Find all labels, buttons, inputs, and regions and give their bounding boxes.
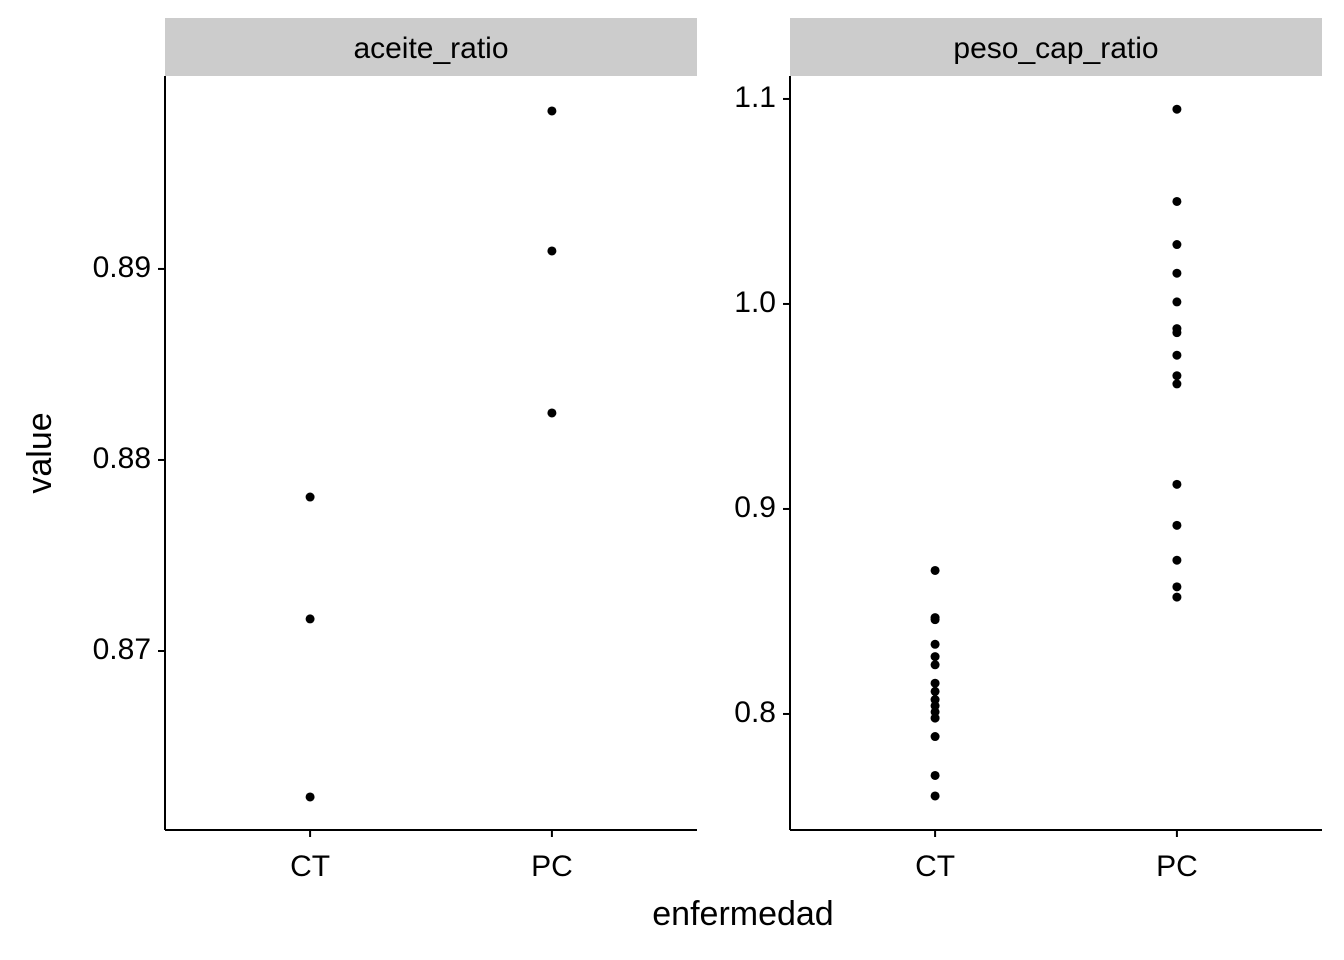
point bbox=[1172, 479, 1182, 489]
point bbox=[1172, 555, 1182, 565]
y-tick-label: 0.87 bbox=[93, 633, 151, 666]
point bbox=[930, 707, 940, 717]
point bbox=[930, 678, 940, 688]
facet-title: peso_cap_ratio bbox=[953, 32, 1158, 65]
y-tick-label: 0.8 bbox=[734, 696, 776, 729]
point bbox=[1172, 240, 1182, 250]
point bbox=[930, 713, 940, 723]
point bbox=[1172, 520, 1182, 530]
point bbox=[1172, 104, 1182, 114]
y-tick-label: 1.0 bbox=[734, 286, 776, 319]
point bbox=[930, 639, 940, 649]
point bbox=[1172, 328, 1182, 338]
point bbox=[1172, 196, 1182, 206]
facet-title: aceite_ratio bbox=[353, 32, 508, 65]
y-axis-title: value bbox=[21, 412, 59, 493]
point bbox=[1172, 297, 1182, 307]
point bbox=[1172, 371, 1182, 381]
point bbox=[547, 106, 557, 116]
point bbox=[1172, 350, 1182, 360]
y-tick-label: 1.1 bbox=[734, 81, 776, 114]
point bbox=[547, 246, 557, 256]
point bbox=[547, 408, 557, 418]
point bbox=[305, 492, 315, 502]
y-tick-label: 0.89 bbox=[93, 251, 151, 284]
y-tick-label: 0.9 bbox=[734, 491, 776, 524]
point bbox=[305, 614, 315, 624]
x-tick-label: CT bbox=[915, 850, 955, 883]
point bbox=[930, 686, 940, 696]
point bbox=[305, 792, 315, 802]
y-tick-label: 0.88 bbox=[93, 442, 151, 475]
x-tick-label: CT bbox=[290, 850, 330, 883]
point bbox=[930, 615, 940, 625]
point bbox=[930, 565, 940, 575]
point bbox=[930, 652, 940, 662]
point bbox=[930, 791, 940, 801]
point bbox=[930, 695, 940, 705]
point bbox=[1172, 268, 1182, 278]
x-tick-label: PC bbox=[1156, 850, 1198, 883]
x-tick-label: PC bbox=[531, 850, 573, 883]
point bbox=[1172, 379, 1182, 389]
x-axis-title: enfermedad bbox=[652, 895, 833, 933]
point bbox=[1172, 592, 1182, 602]
facet-strip bbox=[165, 18, 697, 76]
point bbox=[930, 732, 940, 742]
point bbox=[930, 701, 940, 711]
point bbox=[930, 660, 940, 670]
point bbox=[1172, 582, 1182, 592]
facet-strip bbox=[790, 18, 1322, 76]
point bbox=[930, 770, 940, 780]
